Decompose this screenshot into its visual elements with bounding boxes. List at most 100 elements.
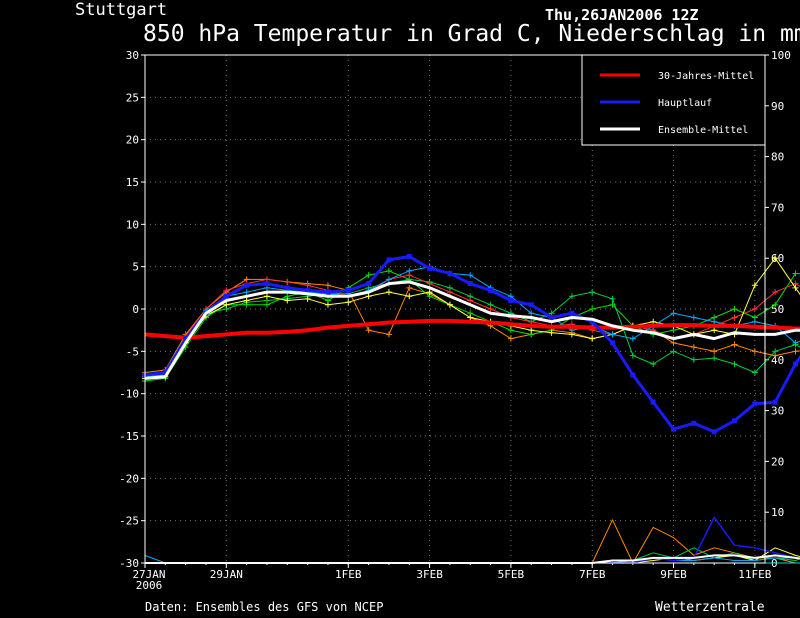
main-run-point: [264, 281, 270, 287]
ensemble-member-point: [751, 369, 758, 376]
ensemble-member-point: [243, 289, 250, 296]
main-run-point: [772, 399, 778, 405]
main-run-point: [406, 254, 412, 260]
ensemble-member-point: [365, 272, 372, 279]
ensemble-member-point: [406, 293, 413, 300]
y-left-tick-label: -15: [119, 430, 139, 443]
ensemble-member-point: [467, 314, 474, 321]
main-run-line: [144, 255, 800, 434]
y-left-tick-label: -20: [119, 472, 139, 485]
y-left-tick-label: -30: [119, 557, 139, 570]
ensemble-member-point: [670, 348, 677, 355]
main-run-point: [650, 399, 656, 405]
ensemble-member-point: [609, 331, 616, 338]
ensemble-member-point: [223, 301, 230, 308]
x-tick-label: 1FEB: [335, 568, 362, 581]
x-tick-label: 3FEB: [416, 568, 443, 581]
x-tick-label: 27JAN: [132, 568, 165, 581]
main-run-point: [569, 310, 575, 316]
ensemble-member-point: [629, 335, 636, 342]
y-left-tick-label: -5: [126, 345, 139, 358]
ensemble-member-point: [629, 352, 636, 359]
x-year-label: 2006: [136, 579, 163, 592]
ensemble-member-point: [731, 306, 738, 312]
ensemble-member-point: [406, 284, 413, 291]
y-left-tick-label: 30: [126, 49, 139, 62]
ensemble-member-point: [284, 278, 291, 285]
ensemble-member-point: [385, 289, 392, 296]
main-run-point: [325, 289, 331, 295]
ensemble-member-point: [446, 289, 453, 296]
ensemble-member-point: [467, 297, 474, 304]
main-run-point: [427, 265, 433, 271]
main-run-point: [589, 319, 595, 325]
x-tick-label: 5FEB: [498, 568, 525, 581]
ensemble-member-point: [365, 327, 372, 334]
y-left-tick-label: 5: [132, 261, 139, 274]
main-run-point: [792, 361, 798, 367]
ensemble-member-point: [609, 301, 616, 308]
main-run-point: [386, 257, 392, 263]
ensemble-member-point: [711, 318, 718, 325]
run-time-label: Thu,26JAN2006 12Z: [545, 6, 699, 24]
y-left-tick-label: 25: [126, 91, 139, 104]
main-run-point: [244, 282, 250, 288]
ensemble-member-point: [751, 282, 758, 289]
ensemble-member-point: [690, 356, 697, 363]
legend-label: Ensemble-Mittel: [658, 125, 748, 136]
ensemble-member-point: [365, 293, 372, 300]
ensemble-member-point: [650, 361, 657, 368]
ensemble-member-point: [690, 344, 697, 351]
main-run-point: [162, 370, 168, 375]
y-right-tick-label: 40: [771, 354, 784, 367]
x-axis: 27JAN 29JAN 1FEB 3FEB 5FEB 7FEB 9FEB 11FEB 2006: [132, 563, 772, 592]
ensemble-member-point: [324, 301, 331, 308]
ensemble-member-point: [528, 327, 535, 334]
ensemble-member-point: [711, 355, 718, 362]
y-right-tick-label: 10: [771, 506, 784, 519]
main-run-point: [549, 314, 555, 320]
ensemble-member-point: [243, 297, 250, 304]
x-tick-label: 11FEB: [738, 568, 771, 581]
ensemble-member-point: [589, 306, 596, 312]
ensemble-member-point: [304, 295, 311, 302]
ensemble-member-point: [284, 297, 291, 304]
main-run-point: [528, 302, 534, 308]
source-credit: Daten: Ensembles des GFS von NCEP: [145, 600, 383, 614]
ensemble-member-point: [731, 314, 738, 321]
ensemble-member-point: [772, 348, 779, 355]
main-run-point: [752, 401, 758, 407]
legend-label: 30-Jahres-Mittel: [658, 71, 754, 82]
ensemble-member-point: [772, 289, 779, 296]
ensemble-member-point: [670, 310, 677, 317]
y-left-tick-label: -25: [119, 515, 139, 528]
ensemble-member-point: [792, 339, 799, 346]
y-right-tick-label: 50: [771, 303, 784, 316]
y-left-tick-label: 15: [126, 176, 139, 189]
ensemble-member-point: [731, 361, 738, 368]
ensemble-member-point: [446, 301, 453, 308]
main-run-point: [630, 372, 636, 378]
main-run-point: [732, 418, 738, 424]
ensemble-member-point: [589, 289, 596, 296]
legend-box: [581, 54, 766, 146]
ensemble-member-point: [528, 318, 535, 325]
y-right-tick-label: 30: [771, 405, 784, 418]
ensemble-member-point: [751, 306, 758, 312]
y-right-tick-label: 80: [771, 151, 784, 164]
ensemble-member-point: [304, 282, 311, 289]
ensemble-member-point: [426, 289, 433, 296]
chart-title: 850 hPa Temperatur in Grad C, Niederschl…: [143, 21, 800, 47]
main-run-point: [223, 293, 229, 299]
climate-mean-line: [144, 318, 800, 340]
plot-frame: [144, 54, 766, 564]
ensemble-member-point: [690, 314, 697, 321]
ensemble-member-point: [426, 280, 433, 287]
ensemble-member-point: [548, 329, 555, 336]
main-run-point: [488, 287, 494, 293]
main-run-point: [467, 281, 473, 287]
grid: [145, 55, 765, 563]
y-right-tick-label: 100: [771, 49, 791, 62]
main-run-point: [711, 429, 717, 435]
